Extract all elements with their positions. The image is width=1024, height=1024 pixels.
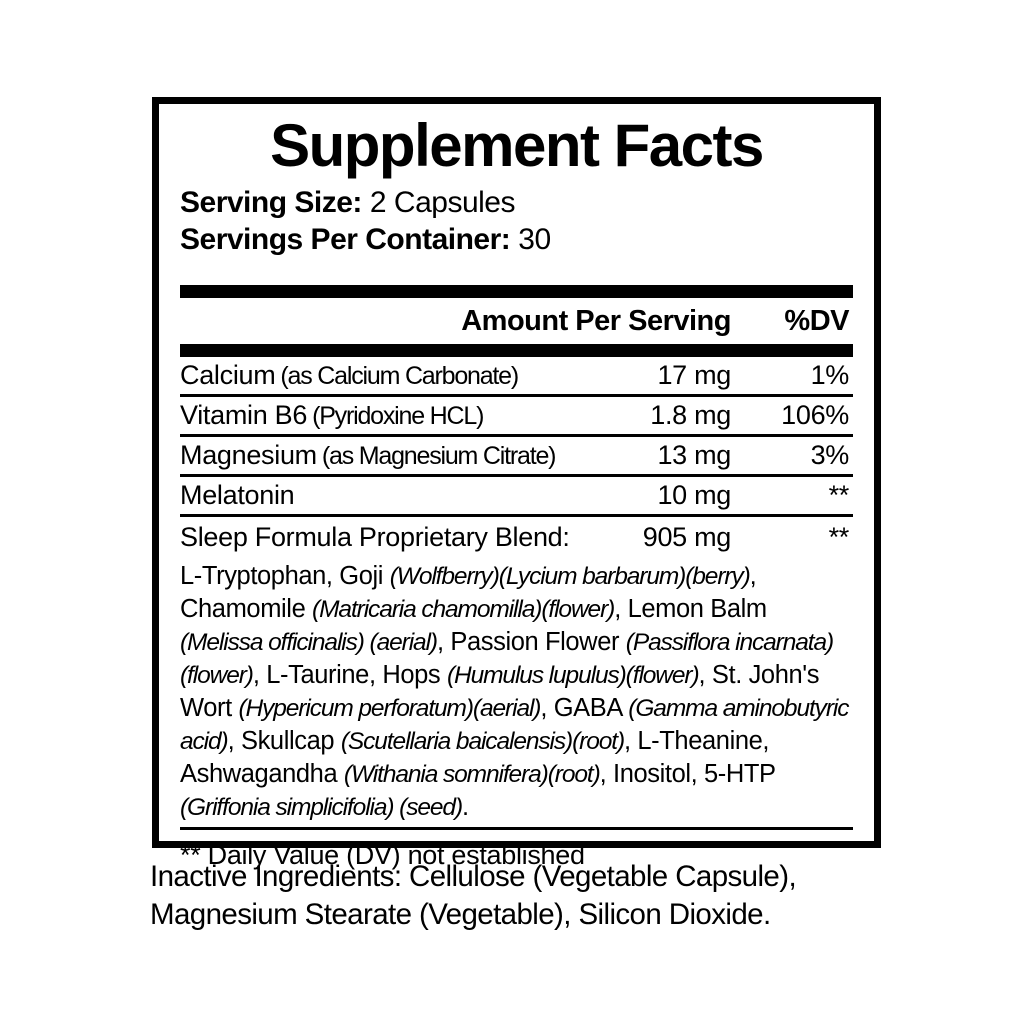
percent-dv-header: %DV (784, 304, 849, 337)
supplement-facts-panel: Supplement Facts Serving Size: 2 Capsules… (152, 97, 881, 870)
blend-ingredient-text: , Inositol, 5-HTP (599, 760, 776, 788)
nutrient-source-detail: (Pyridoxine HCL) (312, 402, 484, 430)
blend-botanical-name: (Melissa officinalis) (aerial) (180, 629, 438, 656)
nutrient-dv: 106% (781, 400, 849, 430)
blend-botanical-name: (Wolfberry)(Lycium barbarum)(berry) (389, 563, 751, 590)
blend-botanical-name: (Humulus lupulus)(flower) (446, 662, 700, 689)
nutrient-name: Calcium (as Calcium Carbonate) (180, 360, 519, 390)
blend-ingredient-text: , Chamomile (180, 562, 757, 623)
blend-ingredient-text: , Passion Flower (436, 628, 626, 656)
nutrient-row: Melatonin 10 mg ** (180, 477, 853, 517)
nutrient-amount: 1.8 mg (650, 400, 731, 430)
nutrient-dv: 1% (810, 360, 850, 390)
blend-botanical-name: (Hypericum perforatum)(aerial) (238, 695, 541, 722)
nutrient-name: Sleep Formula Proprietary Blend: (180, 521, 570, 552)
blend-ingredient-text: , Lemon Balm (614, 595, 767, 623)
nutrient-rows: Calcium (as Calcium Carbonate) 17 mg 1% Vita… (180, 357, 853, 557)
nutrient-row: Magnesium (as Magnesium Citrate) 13 mg 3% (180, 437, 853, 477)
blend-ingredient-text: , L-Taurine, Hops (252, 661, 447, 689)
nutrient-source-detail: (as Magnesium Citrate) (321, 442, 557, 470)
nutrient-row: Sleep Formula Proprietary Blend: 905 mg ** (180, 517, 853, 557)
nutrient-dv: ** (828, 521, 850, 552)
blend-ingredient-text: , GABA (540, 694, 629, 722)
blend-botanical-name: (Matricaria chamomilla)(flower) (312, 596, 615, 623)
nutrient-source-detail: (as Calcium Carbonate) (280, 362, 519, 390)
nutrient-amount: 17 mg (657, 360, 731, 390)
nutrient-name: Melatonin (180, 480, 295, 510)
blend-description: L-Tryptophan, Goji (Wolfberry)(Lycium ba… (180, 557, 853, 824)
serving-size-value: 2 Capsules (369, 186, 516, 219)
nutrient-row: Vitamin B6 (Pyridoxine HCL) 1.8 mg 106% (180, 397, 853, 437)
thick-divider-top (180, 285, 853, 298)
blend-botanical-name: (Gamma aminobutyric acid) (180, 695, 849, 755)
footnote-divider (180, 827, 853, 830)
nutrient-dv: ** (828, 480, 850, 510)
blend-ingredient-text: . (462, 793, 469, 821)
servings-per-container-label: Servings Per Container: (180, 223, 511, 256)
panel-title: Supplement Facts (270, 112, 764, 179)
nutrient-amount: 905 mg (642, 521, 732, 552)
nutrient-amount: 13 mg (657, 440, 731, 470)
nutrient-name: Magnesium (as Magnesium Citrate) (180, 440, 557, 470)
blend-ingredient-text: , St. John's Wort (180, 661, 820, 722)
blend-ingredient-text: , L-Theanine, Ashwagandha (180, 727, 770, 788)
table-header-row: Amount Per Serving %DV (180, 298, 853, 344)
inactive-ingredients-text: Inactive Ingredients: Cellulose (Vegetab… (150, 860, 797, 931)
blend-botanical-name: (Passiflora incarnata)(flower) (180, 629, 834, 689)
blend-ingredient-text: L-Tryptophan, Goji (180, 562, 390, 590)
serving-size-line: Serving Size: 2 Capsules (180, 184, 853, 221)
servings-per-container-value: 30 (518, 223, 551, 256)
serving-size-label: Serving Size: (180, 186, 362, 219)
nutrient-dv: 3% (810, 440, 850, 470)
thick-divider-header (180, 344, 853, 357)
nutrient-row: Calcium (as Calcium Carbonate) 17 mg 1% (180, 357, 853, 397)
amount-per-serving-header: Amount Per Serving (461, 304, 731, 337)
blend-botanical-name: (Withania somnifera)(root) (343, 761, 601, 788)
blend-botanical-name: (Griffonia simplicifolia) (seed) (180, 794, 463, 821)
blend-botanical-name: (Scutellaria baicalensis)(root) (340, 728, 625, 755)
nutrient-amount: 10 mg (657, 480, 731, 510)
nutrient-name: Vitamin B6 (Pyridoxine HCL) (180, 400, 484, 430)
dv-footnote: ** Daily Value (DV) not established (180, 840, 585, 870)
blend-ingredient-text: , Skullcap (227, 727, 341, 755)
servings-per-container-line: Servings Per Container: 30 (180, 221, 853, 258)
